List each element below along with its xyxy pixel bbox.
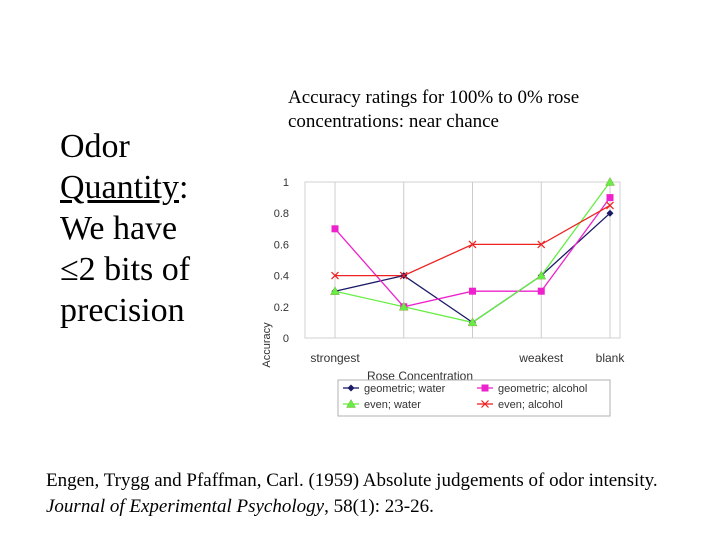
left-text-line-5: precision (60, 292, 185, 329)
y-tick-label: 0 (283, 333, 289, 345)
data-point-triangle (536, 270, 547, 280)
quantity-word: Quantity (60, 169, 179, 206)
citation: Engen, Trygg and Pfaffman, Carl. (1959) … (46, 468, 686, 520)
data-point-triangle (330, 286, 340, 295)
citation-authors: Engen, Trygg and Pfaffman, Carl. (1959) … (46, 470, 658, 491)
data-point-diamond (347, 384, 355, 392)
data-point-triangle (605, 176, 615, 186)
left-text-line-3: We have (60, 210, 178, 247)
data-point-cross (606, 201, 614, 210)
y-tick-label: 0.2 (274, 302, 289, 314)
y-tick-label: 0.4 (274, 271, 289, 283)
legend-label: even; alcohol (498, 399, 563, 411)
legend-label: even; water (364, 399, 421, 411)
y-tick-label: 1 (283, 177, 289, 189)
data-point-diamond (606, 209, 614, 217)
left-text-line-1: Odor (60, 128, 130, 165)
citation-journal: Journal of Experimental Psychology (46, 496, 325, 517)
x-tick-label: blank (596, 351, 626, 365)
x-tick-label: strongest (310, 351, 360, 365)
data-point-square (469, 287, 476, 295)
citation-volume: , 58(1): 23-26. (324, 496, 434, 517)
data-point-square (537, 287, 545, 295)
data-point-cross (331, 271, 339, 280)
data-point-square (331, 225, 339, 233)
plot-area (304, 181, 621, 339)
data-point-cross (399, 271, 408, 280)
data-point-triangle (346, 398, 356, 408)
data-point-square (481, 384, 489, 392)
y-axis-label: Accuracy (261, 322, 273, 368)
legend-label: geometric; alcohol (498, 383, 587, 395)
legend-box (337, 379, 611, 417)
data-point-triangle (467, 317, 478, 327)
y-tick-label: 0.6 (274, 239, 289, 251)
chart-title: Accuracy ratings for 100% to 0% rose con… (288, 87, 580, 132)
quantity-colon: : (178, 169, 189, 206)
data-point-cross (537, 240, 546, 249)
data-point-square (606, 194, 614, 202)
left-text-line-2: Quantity: (60, 167, 250, 208)
data-point-triangle (398, 301, 409, 311)
y-tick-label: 0.8 (274, 208, 289, 220)
slide-left-text: Odor Quantity: We have ≤2 bits of precis… (60, 126, 250, 331)
x-tick-label: weakest (518, 351, 564, 365)
data-point-cross (481, 400, 489, 408)
data-point-cross (468, 240, 477, 249)
legend-label: geometric; water (364, 383, 446, 395)
left-text-line-4: ≤2 bits of (60, 251, 191, 288)
